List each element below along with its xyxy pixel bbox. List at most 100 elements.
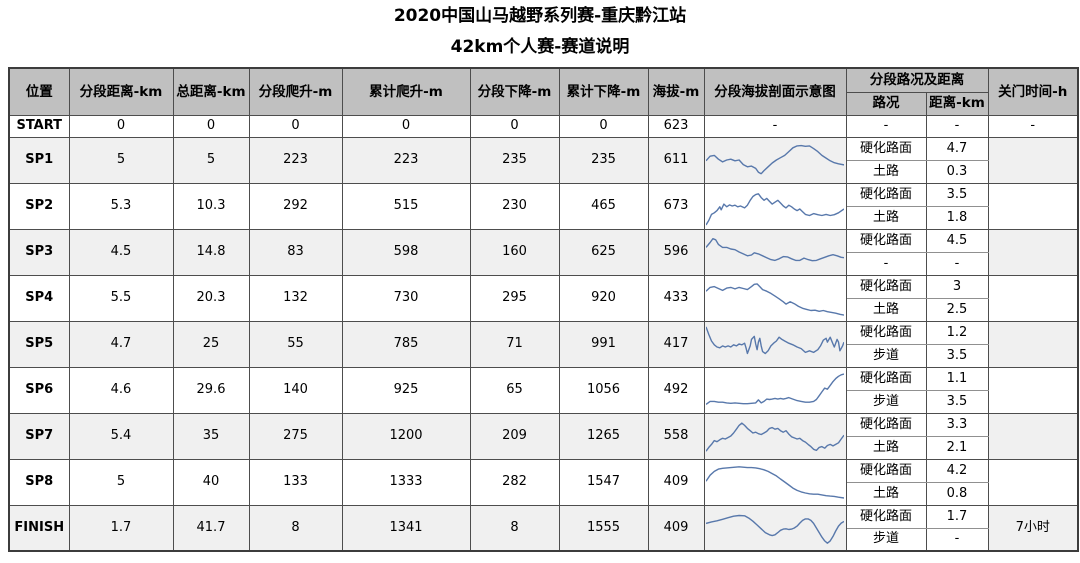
cell-cutoff: 7小时 bbox=[987, 504, 1079, 552]
cell-total-dist: 5 bbox=[172, 136, 250, 184]
cell-cutoff bbox=[987, 412, 1079, 460]
cell-surface-type: 硬化路面 bbox=[845, 274, 927, 299]
row-SP1-surface-2: 土路 0.3 bbox=[9, 159, 1078, 184]
cell-cum-climb: 515 bbox=[341, 182, 471, 230]
cell-cum-descent: 1555 bbox=[558, 504, 649, 552]
cell-seg-climb: 223 bbox=[248, 136, 343, 184]
col-header-seg-descent: 分段下降-m bbox=[469, 67, 560, 116]
col-header-surface: 路况 bbox=[845, 91, 927, 116]
cell-total-dist: 0 bbox=[172, 114, 250, 138]
col-header-surface-dist: 距离-km bbox=[925, 91, 989, 116]
cell-cum-climb: 1333 bbox=[341, 458, 471, 506]
col-header-surface-group: 分段路况及距离 bbox=[845, 67, 989, 93]
cell-surface-dist: 2.1 bbox=[925, 435, 989, 460]
row-SP3: SP3 4.5 14.8 83 598 160 625 596 硬化路面 4.5 bbox=[8, 228, 1079, 276]
col-header-total-dist: 总距离-km bbox=[172, 67, 250, 116]
col-header-cum-climb: 累计爬升-m bbox=[341, 67, 471, 116]
cell-seg-climb: 8 bbox=[248, 504, 343, 552]
cell-seg-climb: 132 bbox=[248, 274, 343, 322]
cell-total-dist: 25 bbox=[172, 320, 250, 368]
cell-cutoff bbox=[987, 366, 1079, 414]
cell-position: SP5 bbox=[8, 320, 70, 368]
cell-seg-descent: 209 bbox=[469, 412, 560, 460]
cell-cum-descent: 235 bbox=[558, 136, 649, 184]
cell-cutoff bbox=[987, 458, 1079, 506]
cell-altitude: 558 bbox=[647, 412, 705, 460]
cell-surface-dist: 3 bbox=[925, 274, 989, 299]
cell-total-dist: 20.3 bbox=[172, 274, 250, 322]
col-header-altitude: 海拔-m bbox=[647, 67, 705, 116]
elevation-profile-sparkline bbox=[703, 458, 847, 506]
cell-surface-type: 步道 bbox=[845, 343, 927, 368]
cell-surface-type: 硬化路面 bbox=[845, 228, 927, 253]
cell-altitude: 409 bbox=[647, 458, 705, 506]
row-SP2-surface-2: 土路 1.8 bbox=[9, 205, 1078, 230]
cell-total-dist: 40 bbox=[172, 458, 250, 506]
cell-seg-dist: 5 bbox=[68, 458, 174, 506]
row-SP8: SP8 5 40 133 1333 282 1547 409 硬化路面 4.2 bbox=[8, 458, 1079, 506]
cell-cum-climb: 223 bbox=[341, 136, 471, 184]
cell-seg-dist: 5 bbox=[68, 136, 174, 184]
elevation-profile-sparkline bbox=[703, 504, 847, 552]
cell-seg-descent: 282 bbox=[469, 458, 560, 506]
cell-seg-dist: 1.7 bbox=[68, 504, 174, 552]
cell-seg-climb: 275 bbox=[248, 412, 343, 460]
cell-total-dist: 41.7 bbox=[172, 504, 250, 552]
cell-position: FINISH bbox=[8, 504, 70, 552]
cell-altitude: 409 bbox=[647, 504, 705, 552]
cell-surface-type: - bbox=[845, 114, 927, 138]
cell-seg-climb: 0 bbox=[248, 114, 343, 138]
elevation-profile-line bbox=[706, 422, 844, 452]
cell-surface-dist: 2.5 bbox=[925, 297, 989, 322]
cell-seg-climb: 55 bbox=[248, 320, 343, 368]
cell-total-dist: 10.3 bbox=[172, 182, 250, 230]
cell-seg-climb: 292 bbox=[248, 182, 343, 230]
page-title: 2020中国山马越野系列赛-重庆黔江站 bbox=[393, 6, 687, 26]
cell-surface-type: 硬化路面 bbox=[845, 458, 927, 483]
cell-position: SP2 bbox=[8, 182, 70, 230]
cell-cum-climb: 1341 bbox=[341, 504, 471, 552]
cell-seg-dist: 5.3 bbox=[68, 182, 174, 230]
cell-cum-descent: 465 bbox=[558, 182, 649, 230]
cell-surface-dist: 3.5 bbox=[925, 182, 989, 207]
elevation-profile-line bbox=[706, 145, 844, 175]
cell-surface-dist: 4.7 bbox=[925, 136, 989, 161]
cell-seg-climb: 133 bbox=[248, 458, 343, 506]
cell-cutoff bbox=[987, 320, 1079, 368]
row-SP7: SP7 5.4 35 275 1200 209 1265 558 硬化路面 3.3 bbox=[8, 412, 1079, 460]
cell-cutoff bbox=[987, 274, 1079, 322]
col-header-cum-descent: 累计下降-m bbox=[558, 67, 649, 116]
cell-total-dist: 14.8 bbox=[172, 228, 250, 276]
elevation-profile-line bbox=[706, 514, 844, 544]
page-subtitle: 42km个人赛-赛道说明 bbox=[450, 36, 630, 57]
course-table-body: START 0 0 0 0 0 0 623- - - - SP1 5 5 223 223 235 235 611 硬化… bbox=[8, 114, 1079, 552]
cell-altitude: 433 bbox=[647, 274, 705, 322]
cell-surface-type: 硬化路面 bbox=[845, 136, 927, 161]
cell-surface-dist: 1.8 bbox=[925, 205, 989, 230]
elevation-profile-sparkline bbox=[703, 412, 847, 460]
elevation-profile-sparkline bbox=[703, 274, 847, 322]
row-SP2: SP2 5.3 10.3 292 515 230 465 673 硬化路面 3.5 bbox=[8, 182, 1079, 230]
cell-surface-dist: 3.5 bbox=[925, 389, 989, 414]
cell-surface-type: 硬化路面 bbox=[845, 182, 927, 207]
row-FINISH-surface-2: 步道 - bbox=[9, 527, 1078, 552]
cell-cum-climb: 0 bbox=[341, 114, 471, 138]
elevation-profile-sparkline: - bbox=[703, 114, 847, 138]
cell-surface-type: 步道 bbox=[845, 527, 927, 552]
cell-seg-dist: 5.4 bbox=[68, 412, 174, 460]
cell-seg-descent: 8 bbox=[469, 504, 560, 552]
row-START: START 0 0 0 0 0 0 623- - - - bbox=[8, 114, 1079, 138]
cell-surface-dist: - bbox=[925, 251, 989, 276]
cell-seg-climb: 140 bbox=[248, 366, 343, 414]
cell-position: SP6 bbox=[8, 366, 70, 414]
cell-seg-descent: 65 bbox=[469, 366, 560, 414]
cell-seg-descent: 71 bbox=[469, 320, 560, 368]
cell-surface-type: 硬化路面 bbox=[845, 412, 927, 437]
col-header-profile: 分段海拔剖面示意图 bbox=[703, 67, 847, 116]
elevation-profile-line bbox=[706, 238, 844, 262]
elevation-profile-line bbox=[706, 193, 844, 226]
cell-altitude: 492 bbox=[647, 366, 705, 414]
row-SP1: SP1 5 5 223 223 235 235 611 硬化路面 4.7 bbox=[8, 136, 1079, 184]
cell-seg-descent: 0 bbox=[469, 114, 560, 138]
course-table-header: 位置 分段距离-km 总距离-km 分段爬升-m 累计爬升-m 分段下降-m 累… bbox=[8, 67, 1079, 116]
